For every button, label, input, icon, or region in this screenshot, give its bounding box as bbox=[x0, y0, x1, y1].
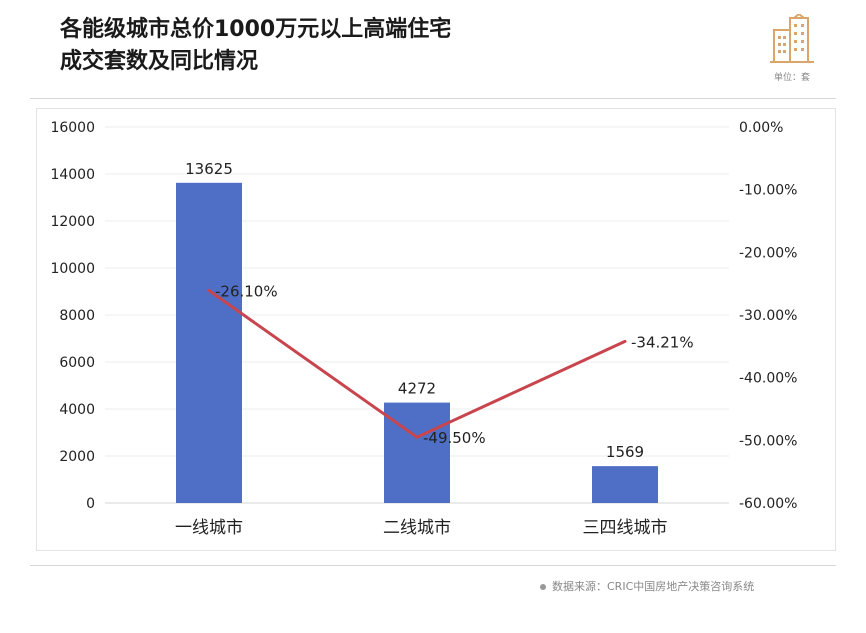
bar-value-label: 1569 bbox=[606, 443, 644, 461]
bullet-icon bbox=[540, 584, 546, 590]
chart-title-line2: 成交套数及同比情况 bbox=[60, 49, 259, 74]
bar-value-label: 13625 bbox=[185, 160, 233, 178]
chart-title-line1: 各能级城市总价1000万元以上高端住宅 bbox=[60, 17, 452, 42]
building-icon bbox=[770, 12, 814, 63]
logo: 单位：套 bbox=[762, 12, 822, 86]
y-right-tick-label: -20.00% bbox=[739, 245, 797, 261]
line-value-label: -34.21% bbox=[631, 333, 694, 351]
y-left-tick-label: 2000 bbox=[59, 449, 95, 465]
y-right-tick-label: 0.00% bbox=[739, 120, 783, 136]
bar bbox=[592, 466, 658, 503]
source-text: 数据来源：CRIC中国房地产决策咨询系统 bbox=[552, 580, 755, 593]
y-left-tick-label: 0 bbox=[86, 496, 95, 512]
y-left-tick-label: 12000 bbox=[50, 214, 95, 230]
bar bbox=[176, 182, 242, 503]
y-right-tick-label: -10.00% bbox=[739, 183, 797, 199]
chart: 0 2000 4000 6000 8000 10000 12000 14000 16000 -60… bbox=[50, 120, 797, 538]
y-right-tick-label: -40.00% bbox=[739, 371, 797, 387]
x-tick-label: 二线城市 bbox=[383, 518, 451, 538]
chart-title: 各能级城市总价1000万元以上高端住宅 成交套数及同比情况 bbox=[60, 14, 451, 78]
y-left-tick-label: 14000 bbox=[50, 167, 95, 183]
unit-label: 单位：套 bbox=[773, 73, 810, 83]
y-left-tick-label: 10000 bbox=[50, 261, 95, 277]
y-right-tick-label: -50.00% bbox=[739, 433, 797, 449]
line-point bbox=[623, 339, 627, 343]
y-right-tick-label: -60.00% bbox=[739, 496, 797, 512]
footer-divider bbox=[30, 565, 836, 566]
line-point bbox=[207, 289, 211, 293]
line-point bbox=[415, 435, 419, 439]
y-left-tick-label: 4000 bbox=[59, 402, 95, 418]
y-right-tick-label: -30.00% bbox=[739, 308, 797, 324]
line-value-label: -49.50% bbox=[423, 429, 486, 447]
y-left-tick-label: 8000 bbox=[59, 308, 95, 324]
x-tick-label: 三四线城市 bbox=[583, 518, 668, 538]
chart-frame: 0 2000 4000 6000 8000 10000 12000 14000 16000 -60… bbox=[36, 108, 836, 551]
line-value-label: -26.10% bbox=[215, 283, 278, 301]
header-divider bbox=[30, 98, 836, 99]
y-left-tick-label: 6000 bbox=[59, 355, 95, 371]
y-left-tick-label: 16000 bbox=[50, 120, 95, 136]
source-note: 数据来源：CRIC中国房地产决策咨询系统 bbox=[540, 578, 754, 594]
bar bbox=[384, 402, 450, 503]
x-tick-label: 一线城市 bbox=[175, 518, 243, 538]
bar-value-label: 4272 bbox=[398, 380, 436, 398]
